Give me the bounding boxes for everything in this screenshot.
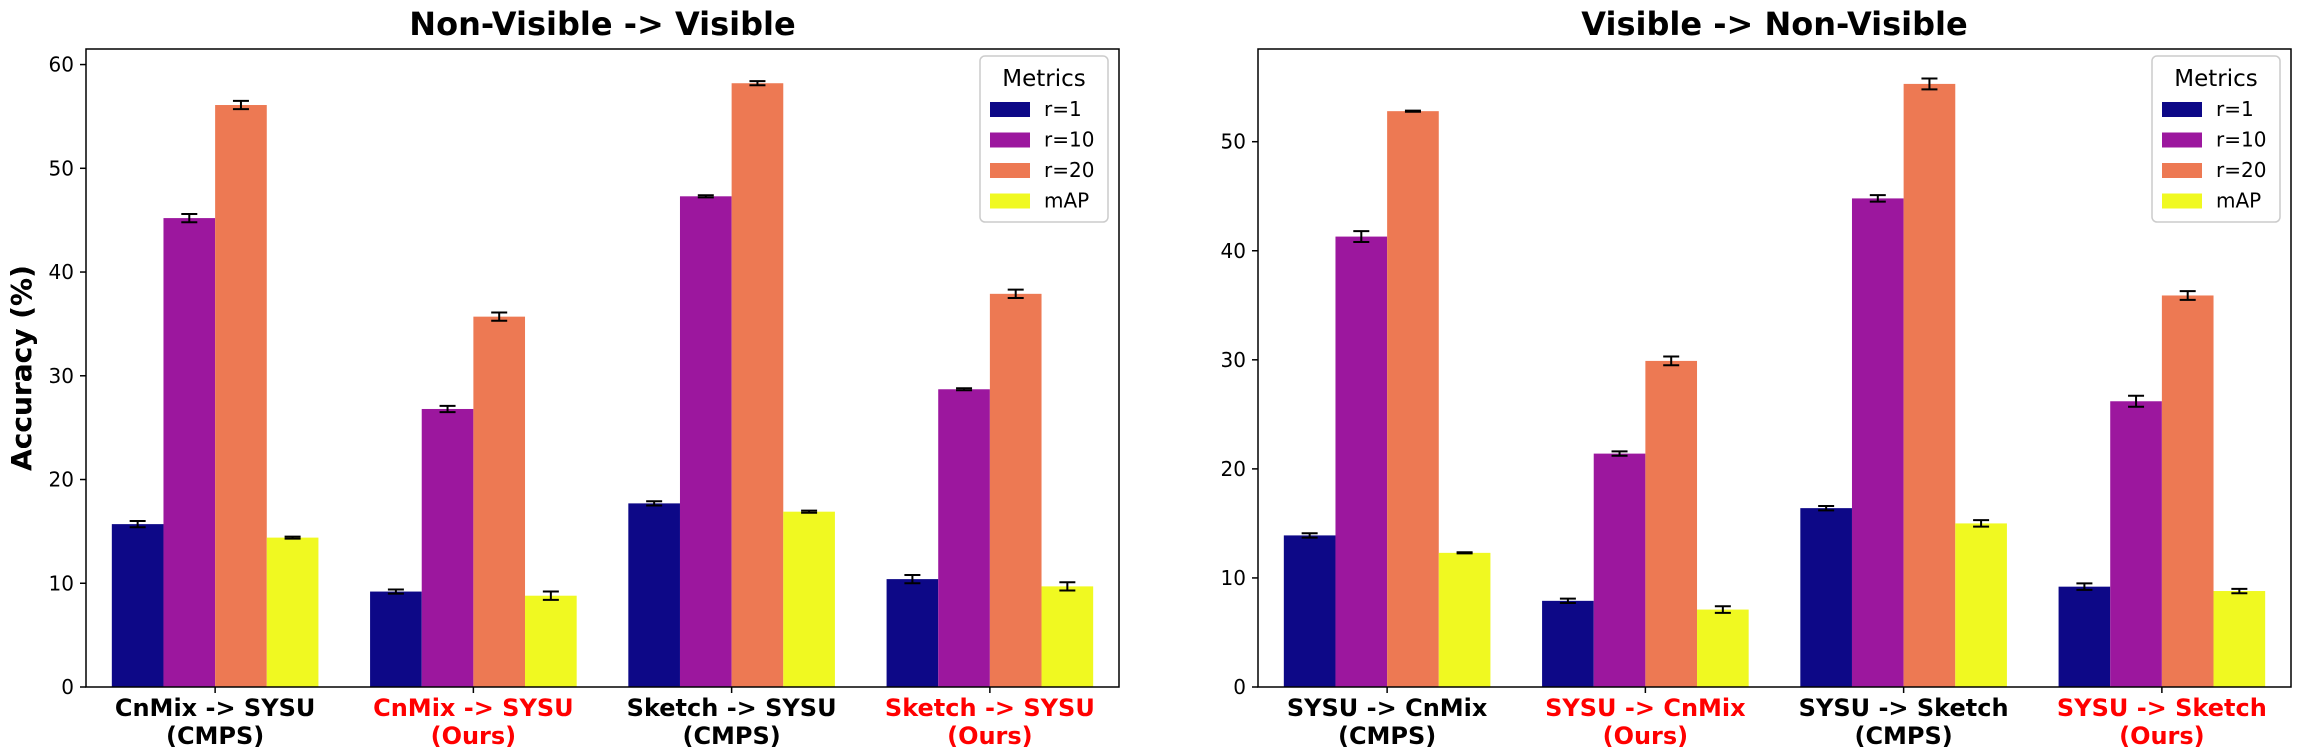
legend-label: r=20	[2216, 158, 2266, 182]
y-tick-label: 30	[49, 364, 74, 388]
bar-r10-2	[421, 408, 474, 687]
legend-swatch-mAP	[990, 193, 1030, 209]
x-tick-label-line2: (Ours)	[431, 722, 517, 750]
legend: Metrics r=1 r=10 r=20 mAP	[2151, 55, 2281, 223]
x-tick-label-line2: (CMPS)	[1854, 722, 1952, 750]
legend-swatch-r1	[2162, 102, 2202, 117]
x-tick-label-line1: CnMix -> SYSU	[115, 694, 316, 722]
bar-r20-1	[1387, 111, 1439, 687]
legend-title: Metrics	[1002, 66, 1086, 92]
x-tick-label-line2: (Ours)	[2119, 722, 2205, 750]
x-tick-label-line2: (Ours)	[947, 722, 1033, 750]
y-tick-label: 40	[1221, 239, 1246, 263]
legend-box	[2151, 55, 2281, 223]
legend-title: Metrics	[2174, 66, 2258, 92]
bar-r20-4	[989, 293, 1042, 687]
bar-r10-4	[938, 389, 990, 687]
legend-swatch-r10	[990, 132, 1030, 148]
y-tick-label: 50	[49, 156, 74, 180]
bar-r1-4	[2058, 586, 2111, 687]
bar-r10-4	[2110, 401, 2162, 687]
legend-swatch-r10	[2162, 132, 2202, 148]
bar-r20-3	[1903, 83, 1956, 687]
bar-r10-1	[163, 218, 216, 687]
legend-swatch-r1	[990, 102, 1030, 117]
legend-label: r=1	[1044, 97, 1082, 121]
bar-mAP-3	[783, 511, 835, 687]
bar-r1-1	[111, 524, 164, 687]
legend-swatch-r20	[2162, 163, 2202, 178]
bar-r20-3	[731, 83, 784, 688]
y-tick-label: 30	[1221, 348, 1246, 372]
x-tick-label-line1: SYSU -> Sketch	[2057, 694, 2267, 722]
y-tick-label: 0	[61, 675, 74, 699]
x-tick-label-line1: CnMix -> SYSU	[373, 694, 574, 722]
bar-r1-4	[886, 579, 939, 687]
legend: Metrics r=1 r=10 r=20 mAP	[979, 55, 1109, 223]
chart-title: Non-Visible -> Visible	[409, 5, 795, 43]
bar-mAP-2	[1697, 609, 1749, 687]
legend-swatch-mAP	[2162, 193, 2202, 209]
x-tick-label-line1: SYSU -> Sketch	[1799, 694, 2009, 722]
bar-r10-3	[679, 196, 732, 688]
bar-r20-1	[215, 105, 267, 687]
chart-visible-to-non-visible: Visible -> Non-Visible Accuracy (%) 0 10 20 3…	[5, 5, 2292, 750]
legend-label: r=20	[1044, 158, 1094, 182]
x-tick-label-line1: Sketch -> SYSU	[627, 694, 837, 722]
x-tick-label-line2: (Ours)	[1603, 722, 1689, 750]
legend-label: mAP	[1044, 189, 1089, 213]
bar-mAP-2	[525, 595, 577, 687]
legend-swatch-r20	[990, 163, 1030, 178]
legend-label: r=1	[2216, 97, 2254, 121]
bar-mAP-4	[2213, 591, 2266, 687]
bar-r1-3	[1800, 508, 1852, 687]
y-tick-label: 20	[1221, 457, 1246, 481]
bar-mAP-4	[1041, 586, 1094, 687]
bar-mAP-1	[1438, 552, 1491, 687]
bar-r1-2	[1542, 600, 1594, 687]
chart-title: Visible -> Non-Visible	[1581, 5, 1967, 43]
x-tick-label-line1: SYSU -> CnMix	[1287, 694, 1488, 722]
bar-r1-1	[1283, 535, 1336, 687]
x-tick-label-line2: (CMPS)	[1338, 722, 1436, 750]
y-tick-label: 60	[49, 53, 74, 77]
bar-r1-3	[628, 503, 680, 687]
legend-label: r=10	[1044, 128, 1094, 152]
bar-mAP-3	[1955, 523, 2007, 687]
y-tick-label: 0	[1233, 675, 1246, 699]
x-tick-label-line2: (CMPS)	[166, 722, 264, 750]
bar-r20-4	[2161, 295, 2214, 687]
legend-label: mAP	[2216, 189, 2261, 213]
plot-frame	[1257, 48, 2292, 688]
x-tick-label-line1: SYSU -> CnMix	[1545, 694, 1746, 722]
y-tick-label: 10	[1221, 566, 1246, 590]
y-axis-label: Accuracy (%)	[5, 265, 38, 471]
y-tick-label: 50	[1221, 130, 1246, 154]
bar-mAP-1	[266, 537, 319, 687]
legend-box	[979, 55, 1109, 223]
plot-frame	[85, 48, 1120, 688]
bar-r10-2	[1593, 453, 1646, 687]
bar-r20-2	[1645, 360, 1698, 687]
bar-r10-3	[1851, 198, 1904, 687]
y-tick-label: 10	[49, 571, 74, 595]
x-tick-label-line2: (CMPS)	[682, 722, 780, 750]
y-tick-label: 20	[49, 468, 74, 492]
bar-r20-2	[473, 316, 526, 687]
y-axis-label: Accuracy (%)	[5, 265, 38, 471]
chart-non-visible-to-visible: Non-Visible -> Visible Accuracy (%) 0 10 20 3…	[5, 5, 1120, 750]
legend-label: r=10	[2216, 128, 2266, 152]
bar-r10-1	[1335, 236, 1388, 688]
y-tick-label: 40	[49, 260, 74, 284]
bar-r1-2	[370, 591, 422, 687]
x-tick-label-line1: Sketch -> SYSU	[885, 694, 1095, 722]
